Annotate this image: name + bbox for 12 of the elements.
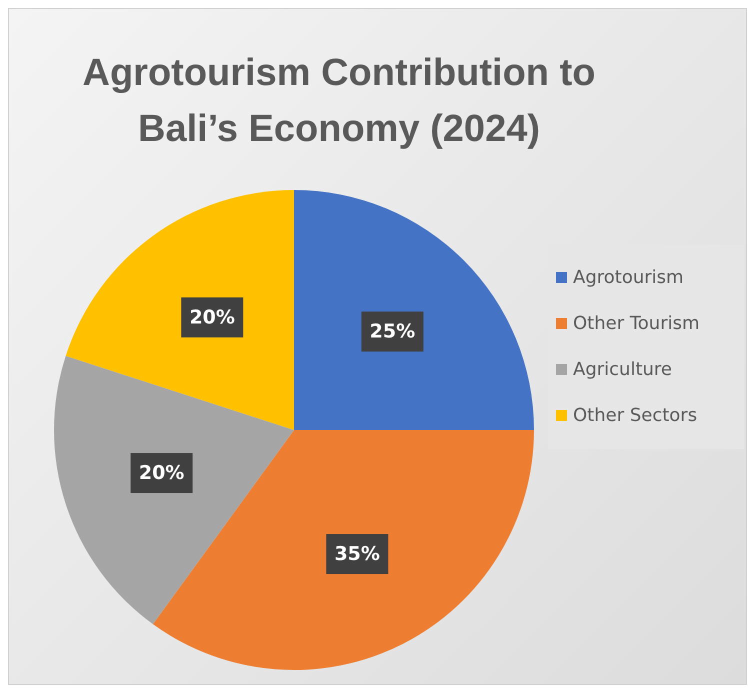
- data-label: 20%: [189, 306, 235, 328]
- pie-slice: [66, 190, 294, 430]
- chart-title: Agrotourism Contribution to Bali’s Economy (2024): [82, 51, 596, 152]
- data-label: 35%: [334, 543, 380, 566]
- pie-slice: [294, 190, 534, 430]
- legend-label: Other Tourism: [573, 313, 700, 334]
- legend-label: Other Sectors: [573, 405, 698, 426]
- data-label: 20%: [138, 462, 184, 484]
- legend-label: Agriculture: [573, 359, 672, 380]
- pie-slice: [54, 356, 294, 624]
- legend-label: Agrotourism: [573, 267, 684, 288]
- data-label: 25%: [370, 320, 416, 343]
